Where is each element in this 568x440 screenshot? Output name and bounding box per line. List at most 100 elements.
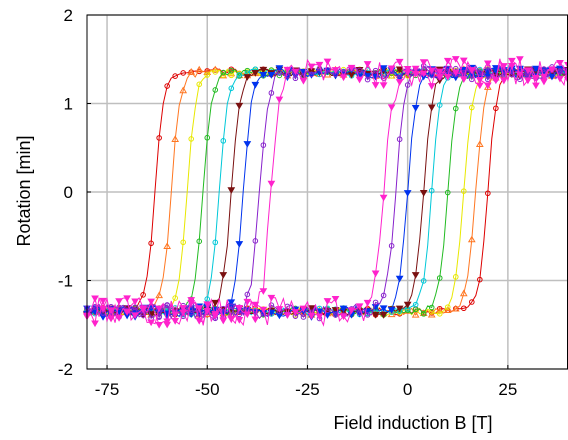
axis-ticks: -75 -50 -25 0 25 -2 -1 0 1 2 xyxy=(58,6,517,399)
data-point xyxy=(436,275,443,281)
data-point xyxy=(387,104,396,112)
data-point xyxy=(443,73,452,81)
data-point xyxy=(500,77,508,85)
data-point xyxy=(243,311,252,319)
data-point xyxy=(163,321,172,329)
data-point xyxy=(227,187,236,194)
data-point xyxy=(107,307,115,315)
data-point xyxy=(164,302,170,309)
data-point xyxy=(420,278,427,284)
data-point xyxy=(243,298,252,306)
data-point xyxy=(243,141,252,148)
data-point xyxy=(435,74,444,81)
data-point xyxy=(516,56,524,63)
data-point xyxy=(411,272,420,279)
data-point xyxy=(155,321,164,329)
data-point xyxy=(379,82,388,90)
x-tick-label: -75 xyxy=(95,380,120,399)
data-point xyxy=(419,190,428,197)
data-point xyxy=(196,238,203,245)
data-point xyxy=(388,243,395,249)
data-point xyxy=(532,82,540,90)
data-point xyxy=(195,317,204,325)
data-point xyxy=(212,87,219,93)
data-point xyxy=(251,301,260,309)
data-point xyxy=(147,319,155,327)
data-point xyxy=(323,298,332,305)
data-point xyxy=(565,68,568,74)
data-point xyxy=(556,59,564,67)
data-point xyxy=(155,291,164,299)
data-point xyxy=(427,310,436,318)
data-point xyxy=(339,305,348,313)
data-point xyxy=(427,83,436,90)
data-point xyxy=(299,77,308,85)
data-point xyxy=(516,71,524,79)
data-point xyxy=(292,75,299,82)
data-point xyxy=(427,67,436,75)
y-tick-label: -1 xyxy=(58,272,73,291)
data-point xyxy=(187,68,196,75)
data-point xyxy=(428,187,435,194)
data-point xyxy=(467,67,476,74)
data-point xyxy=(252,238,259,244)
data-point xyxy=(260,142,267,148)
data-point xyxy=(156,135,162,141)
data-point xyxy=(123,309,131,316)
data-point xyxy=(244,291,251,298)
data-point xyxy=(475,77,484,84)
data-point xyxy=(557,68,563,74)
data-point xyxy=(219,317,228,325)
data-point xyxy=(403,190,412,197)
data-point xyxy=(379,312,388,319)
y-axis-label: Rotation [min] xyxy=(14,135,34,246)
data-point xyxy=(379,194,388,202)
data-point xyxy=(387,307,396,314)
data-point xyxy=(404,82,411,88)
data-point xyxy=(364,76,371,83)
data-point xyxy=(179,86,188,94)
data-point xyxy=(107,315,115,323)
x-tick-label: -25 xyxy=(295,380,320,399)
data-point xyxy=(477,69,483,76)
data-point xyxy=(452,105,459,112)
data-point xyxy=(220,138,227,144)
data-point xyxy=(485,190,491,197)
data-point xyxy=(508,57,516,65)
data-point xyxy=(355,76,364,84)
data-point xyxy=(460,188,467,194)
data-point xyxy=(300,314,307,320)
data-point xyxy=(419,309,428,316)
data-point xyxy=(259,288,268,295)
data-point xyxy=(212,69,219,75)
data-point xyxy=(363,61,372,68)
data-point xyxy=(475,140,484,148)
data-point xyxy=(220,69,227,76)
data-point xyxy=(419,70,428,78)
data-point xyxy=(268,302,275,308)
data-point xyxy=(524,77,532,85)
data-point xyxy=(259,66,268,74)
data-point xyxy=(475,82,484,90)
data-point xyxy=(371,270,380,278)
data-point xyxy=(139,306,147,314)
data-point xyxy=(419,59,428,66)
data-point xyxy=(131,298,139,306)
data-point xyxy=(355,303,364,311)
data-point xyxy=(283,66,292,74)
data-point xyxy=(395,79,404,86)
data-point xyxy=(243,74,252,81)
data-point xyxy=(171,318,180,325)
data-point xyxy=(299,305,308,313)
data-point xyxy=(123,295,131,303)
data-point xyxy=(164,83,170,89)
data-point xyxy=(91,295,99,303)
data-point xyxy=(235,102,244,110)
data-point xyxy=(315,313,324,321)
data-point xyxy=(236,72,243,78)
x-axis-label: Field induction B [T] xyxy=(333,413,492,433)
data-point xyxy=(444,304,451,310)
data-point xyxy=(347,64,356,72)
data-point xyxy=(331,67,340,74)
data-point xyxy=(459,76,468,84)
